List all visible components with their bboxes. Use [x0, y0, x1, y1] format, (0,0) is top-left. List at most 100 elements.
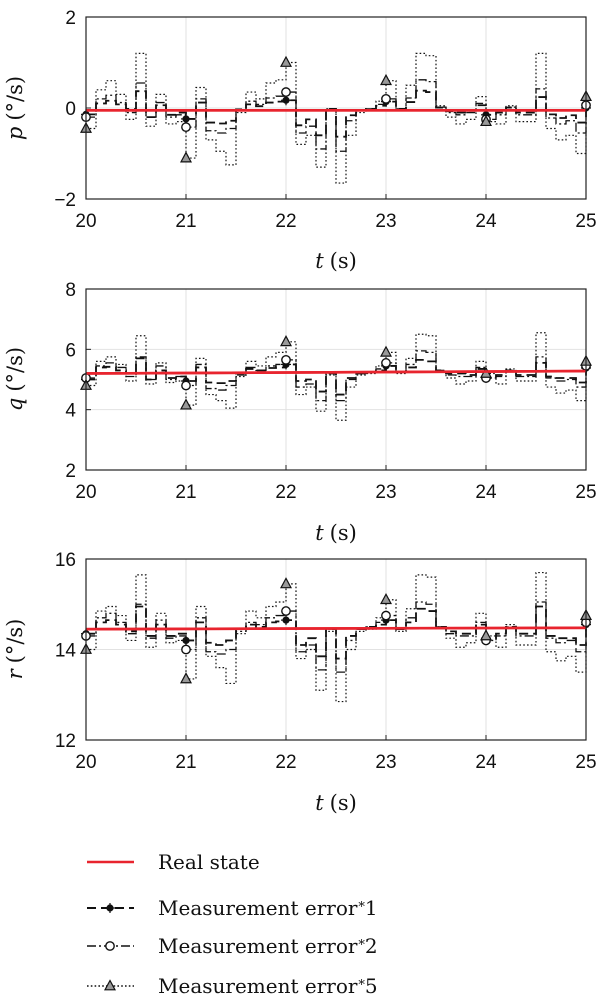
x-axis-unit: (s) — [330, 249, 357, 273]
x-tick-label: 24 — [475, 211, 497, 232]
series-line-error-2 — [86, 350, 587, 402]
x-axis-var: t — [315, 249, 324, 273]
series-line-error-1 — [86, 89, 587, 138]
y-axis-var: r — [3, 667, 27, 679]
data-point-circle — [281, 354, 291, 365]
data-point-triangle — [279, 577, 293, 589]
data-point-circle — [281, 87, 291, 97]
x-tick-label: 20 — [75, 211, 96, 232]
x-axis-label: t (s) — [315, 521, 357, 545]
data-point-triangle — [379, 592, 393, 605]
x-tick-label: 25 — [575, 211, 596, 232]
data-point-circle — [381, 94, 391, 104]
legend-marker-star — [105, 903, 115, 913]
data-point-star — [181, 635, 191, 646]
x-tick-label: 25 — [575, 752, 596, 773]
x-tick-label: 24 — [475, 752, 497, 773]
legend-label: Measurement error*2 — [158, 934, 378, 958]
legend-label-text: Measurement error — [158, 934, 358, 958]
axes-frame — [85, 16, 587, 200]
plot-panel-q: q (°/s) t (s) 20 21 22 23 24 25 8 6 4 2 — [3, 280, 597, 545]
legend-label-asterisk: * — [358, 900, 365, 915]
series-line-error-2 — [86, 601, 587, 673]
y-axis-label: p (°/s) — [3, 76, 27, 140]
legend-label-text: Measurement error — [158, 974, 358, 998]
legend-label-text: Measurement error — [158, 896, 358, 920]
data-point-triangle — [179, 398, 193, 410]
y-axis-unit: (°/s) — [3, 347, 27, 392]
x-tick-label: 25 — [575, 482, 596, 503]
y-tick-label: 12 — [55, 731, 76, 752]
y-axis-var: p — [3, 127, 27, 140]
legend-item-real-state: Real state — [87, 850, 260, 874]
data-point-star — [281, 615, 291, 626]
y-tick-label: −2 — [54, 190, 76, 211]
data-point-triangle — [379, 345, 393, 357]
data-point-triangle — [279, 55, 293, 67]
y-axis-unit: (°/s) — [3, 76, 27, 121]
legend-label-suffix: 5 — [365, 974, 378, 998]
data-point-circle — [181, 380, 191, 391]
x-tick-label: 20 — [75, 482, 96, 503]
y-tick-label: 14 — [55, 641, 77, 662]
axes-frame — [85, 288, 587, 471]
y-tick-label: 8 — [65, 280, 76, 301]
legend-item-error-1: Measurement error*1 — [87, 896, 378, 920]
data-point-triangle — [279, 335, 293, 347]
legend-marker-triangle — [103, 979, 117, 991]
data-point-triangle — [103, 979, 117, 991]
x-axis-unit: (s) — [330, 521, 357, 545]
data-point-triangle — [179, 151, 193, 163]
legend-label: Measurement error*5 — [158, 974, 378, 998]
x-tick-label: 22 — [275, 211, 296, 232]
series-line-error-5 — [86, 52, 587, 184]
plot-panel-r: r (°/s) t (s) 20 21 22 23 24 25 16 14 12 — [3, 550, 597, 815]
x-tick-label: 22 — [275, 482, 296, 503]
x-axis-var: t — [315, 521, 324, 545]
y-tick-label: 2 — [65, 461, 76, 482]
x-axis-label: t (s) — [315, 249, 357, 273]
x-axis-label: t (s) — [315, 791, 357, 815]
data-point-circle — [381, 610, 391, 621]
data-point-circle — [181, 122, 191, 133]
x-tick-label: 24 — [475, 482, 497, 503]
x-tick-label: 23 — [375, 211, 396, 232]
series-line-error-5 — [86, 571, 587, 703]
x-tick-label: 23 — [375, 752, 396, 773]
series-line-error-5 — [86, 332, 587, 421]
series-line-error-1 — [86, 605, 587, 660]
series-line-real-state-top — [85, 369, 587, 375]
axes-frame — [85, 558, 587, 741]
x-axis-unit: (s) — [330, 791, 357, 815]
x-tick-label: 20 — [75, 752, 96, 773]
grid — [85, 558, 587, 741]
data-point-circle — [181, 644, 191, 655]
data-point-triangle — [379, 73, 393, 86]
x-axis-var: t — [315, 791, 324, 815]
legend-item-error-2: Measurement error*2 — [87, 934, 378, 958]
x-tick-label: 21 — [175, 482, 196, 503]
data-point-triangle — [179, 672, 193, 684]
data-point-triangle — [479, 114, 493, 127]
legend-marker-circle — [105, 941, 115, 951]
x-tick-label: 23 — [375, 482, 396, 503]
series-line-error-2 — [86, 79, 587, 152]
series-line-real-state-top — [85, 626, 587, 631]
y-tick-label: 6 — [65, 340, 76, 361]
legend: Real state Measurement error*1 Measureme… — [87, 850, 378, 998]
y-tick-label: 16 — [55, 550, 76, 571]
y-axis-label: r (°/s) — [3, 619, 27, 680]
data-point-triangle — [479, 629, 493, 641]
x-tick-label: 21 — [175, 752, 196, 773]
legend-label-asterisk: * — [358, 938, 365, 953]
y-tick-label: 0 — [65, 99, 76, 120]
data-point-star — [105, 903, 115, 913]
y-tick-label: 4 — [65, 401, 76, 422]
data-point-circle — [281, 606, 291, 616]
legend-label: Measurement error*1 — [158, 896, 378, 920]
legend-label: Real state — [158, 850, 260, 874]
y-axis-var: q — [3, 398, 27, 411]
data-point-circle — [381, 358, 391, 368]
